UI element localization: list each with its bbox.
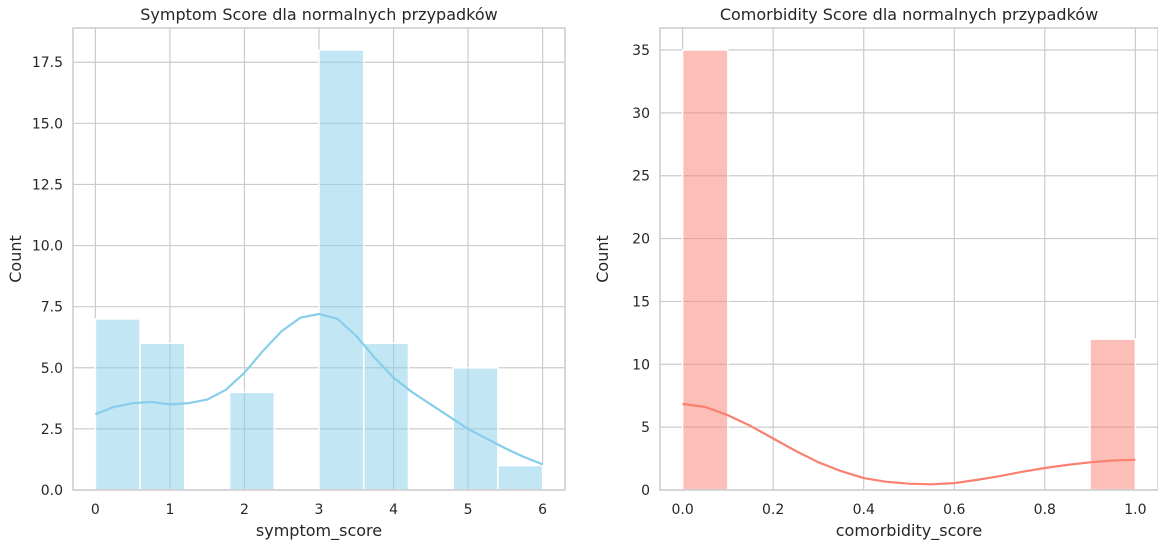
x-tick-label: 0.4 bbox=[853, 502, 875, 518]
y-tick-label: 2.5 bbox=[41, 422, 63, 438]
histogram-bar bbox=[94, 318, 141, 491]
y-axis-label: Count bbox=[6, 235, 25, 283]
histogram-bar bbox=[228, 391, 276, 491]
histogram-bar bbox=[139, 342, 186, 491]
x-tick-label: 5 bbox=[464, 502, 473, 518]
y-tick-label: 17.5 bbox=[32, 55, 63, 71]
y-tick-label: 12.5 bbox=[32, 177, 63, 193]
y-tick-label: 15 bbox=[632, 294, 650, 310]
histogram-bar bbox=[318, 49, 365, 491]
y-axis-label: Count bbox=[593, 235, 612, 283]
y-tick-label: 7.5 bbox=[41, 300, 63, 316]
x-tick-label: 0.2 bbox=[762, 502, 784, 518]
y-tick-label: 30 bbox=[632, 106, 650, 122]
y-tick-label: 10.0 bbox=[32, 239, 63, 255]
x-tick-label: 1 bbox=[165, 502, 174, 518]
y-tick-label: 5.0 bbox=[41, 361, 63, 377]
chart-panel-1: 0 1 2 3 4 5 6 0.0 2.5 5.0 7.5 10.0 12.5 15.0 17.5 Sympt… bbox=[6, 5, 566, 541]
chart-title: Comorbidity Score dla normalnych przypad… bbox=[720, 5, 1098, 24]
x-axis-label: symptom_score bbox=[256, 521, 382, 541]
x-axis-label: comorbidity_score bbox=[836, 521, 982, 541]
x-tick-label: 0.8 bbox=[1034, 502, 1056, 518]
histogram-bar bbox=[452, 367, 499, 491]
chart-title: Symptom Score dla normalnych przypadków bbox=[140, 5, 497, 24]
x-tick-label: 1.0 bbox=[1124, 502, 1146, 518]
x-tick-label: 6 bbox=[538, 502, 547, 518]
chart-panel-2: 0.0 0.2 0.4 0.6 0.8 1.0 0 5 10 15 20 25 30 35 Comorbid… bbox=[593, 5, 1158, 541]
kde-line bbox=[682, 402, 1136, 486]
y-tick-label: 5 bbox=[641, 420, 650, 436]
y-tick-label: 15.0 bbox=[32, 116, 63, 132]
axes-frame bbox=[659, 27, 1158, 491]
y-tick-label: 35 bbox=[632, 43, 650, 59]
x-tick-label: 0.6 bbox=[943, 502, 965, 518]
y-tick-label: 10 bbox=[632, 357, 650, 373]
y-tick-label: 0 bbox=[641, 483, 650, 499]
x-tick-label: 3 bbox=[315, 502, 324, 518]
histogram-bar bbox=[1089, 338, 1137, 491]
histogram-bar bbox=[497, 464, 544, 491]
x-tick-label: 0 bbox=[91, 502, 100, 518]
histogram-bar bbox=[681, 49, 729, 491]
y-tick-label: 20 bbox=[632, 232, 650, 248]
x-tick-label: 2 bbox=[240, 502, 249, 518]
x-tick-label: 4 bbox=[389, 502, 398, 518]
y-tick-label: 25 bbox=[632, 169, 650, 185]
kde-line bbox=[94, 312, 544, 466]
y-tick-label: 0.0 bbox=[41, 483, 63, 499]
axes-frame bbox=[72, 27, 566, 491]
histogram-bar bbox=[362, 342, 410, 491]
x-tick-label: 0.0 bbox=[672, 502, 694, 518]
